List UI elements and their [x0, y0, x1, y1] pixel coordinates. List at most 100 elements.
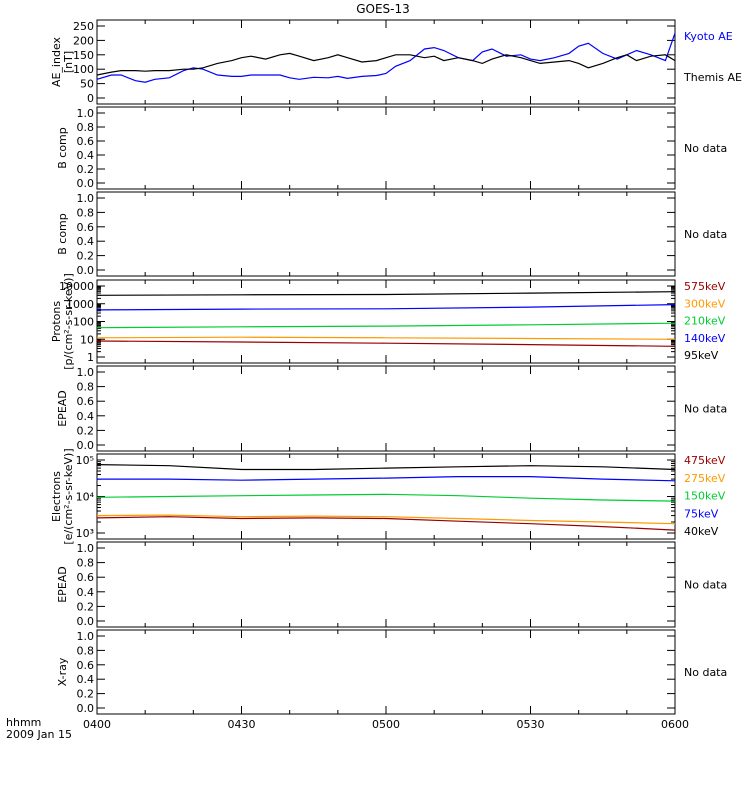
y-tick-label: 0.4: [77, 235, 95, 248]
y-tick-label: 0.4: [77, 673, 95, 686]
y-axis-label: [nT]: [62, 51, 75, 73]
y-axis-label: [e/(cm²-s-sr-keV)]: [62, 448, 75, 544]
y-tick-label: 10000: [59, 280, 94, 293]
no-data-label: No data: [684, 142, 727, 155]
series-line-275kev: [96, 514, 676, 525]
y-axis-label: Electrons: [50, 471, 63, 522]
series-line-kyoto-ae: [96, 33, 676, 83]
y-tick-label: 0.2: [77, 424, 95, 437]
y-tick-label: 0.2: [77, 163, 95, 176]
panel-frame: [96, 19, 676, 105]
legend-entry: 95keV: [684, 349, 719, 362]
y-tick-label: 100: [73, 63, 94, 76]
y-tick-label: 0.8: [77, 206, 95, 219]
y-tick-label: 0.8: [77, 644, 95, 657]
panel-frame: [96, 365, 676, 452]
panel-frame: [96, 106, 676, 190]
no-data-label: No data: [684, 579, 727, 592]
x-tick-label: 0600: [661, 718, 689, 731]
y-tick-label: 100: [73, 316, 94, 329]
y-tick-label: 150: [73, 49, 94, 62]
no-data-label: No data: [684, 666, 727, 679]
y-tick-label: 0.2: [77, 688, 95, 701]
panel-frame: [96, 629, 676, 715]
series-line-themis-ae: [96, 52, 676, 76]
footer-date: 2009 Jan 15: [6, 728, 72, 741]
series-line-300kev: [96, 336, 676, 340]
legend-entry: 575keV: [684, 280, 726, 293]
y-tick-label: 0.6: [77, 221, 95, 234]
y-axis-label: X-ray: [56, 657, 69, 686]
x-tick-label: 0530: [517, 718, 545, 731]
legend-entry: 475keV: [684, 454, 726, 467]
series-line-140kev: [96, 304, 676, 311]
panel-epead2: 0.0 0.20.4 0.60.8 1.0 EPEAD No data: [56, 541, 727, 628]
y-axis-label: B comp: [56, 213, 69, 255]
panel-xray: 0.00.2 0.40.6 0.81.0 X-ray No data: [56, 629, 727, 715]
y-axis-label: [p/(cm²-s-sr-keV)]: [62, 273, 75, 370]
y-tick-label: 0.4: [77, 586, 95, 599]
y-tick-label: 0.6: [77, 659, 95, 672]
y-tick-label: 1.0: [77, 542, 95, 555]
legend-entry: Kyoto AE: [684, 30, 733, 43]
panel-electrons: 10³ 10⁴ 10⁵ Electrons [e/(cm²-s-sr-keV)] 475k…: [50, 448, 726, 544]
y-axis-label: AE_index: [50, 36, 63, 87]
no-data-label: No data: [684, 228, 727, 241]
x-tick-label: 0400: [83, 718, 111, 731]
panel-frame: [96, 541, 676, 628]
y-tick-label: 0.2: [77, 600, 95, 613]
legend-entry: Themis AE: [683, 71, 742, 84]
y-tick-label: 200: [73, 34, 94, 47]
y-tick-label: 0.0: [77, 177, 95, 190]
series-line-95kev: [96, 291, 676, 296]
panel-b1: 0.00.20.40.60.81.0 B comp No data: [56, 106, 727, 190]
y-tick-label: 0.2: [77, 250, 95, 263]
no-data-label: No data: [684, 403, 727, 416]
y-axis-label: EPEAD: [56, 566, 69, 603]
chart-title: GOES-13: [356, 2, 410, 16]
y-tick-label: 0.8: [77, 381, 95, 394]
y-tick-label: 10: [80, 333, 94, 346]
panel-epead1: 0.0 0.20.4 0.60.8 1.0 EPEAD No data: [56, 365, 727, 452]
y-tick-label: 0.0: [77, 264, 95, 277]
panel-b2: 0.00.2 0.40.6 0.81.0 B comp No data: [56, 191, 727, 277]
legend-entry: 300keV: [684, 297, 726, 310]
legend-entry: 275keV: [684, 472, 726, 485]
series-line-75kev: [97, 476, 676, 482]
legend-entry: 150keV: [684, 490, 726, 503]
y-tick-label: 10⁵: [76, 454, 94, 467]
x-tick-label: 0430: [228, 718, 256, 731]
y-tick-label: 0.0: [77, 439, 95, 452]
y-axis-label: Protons: [50, 301, 63, 342]
y-tick-label: 1000: [66, 298, 94, 311]
y-tick-label: 50: [80, 78, 94, 91]
y-tick-label: 1.0: [77, 630, 95, 643]
footer-unit: hhmm: [6, 716, 41, 729]
y-tick-label: 0.8: [77, 557, 95, 570]
series-line-575kev: [96, 340, 676, 347]
y-tick-label: 0: [87, 92, 94, 105]
legend-entry: 40keV: [684, 525, 719, 538]
y-axis-label: B comp: [56, 127, 69, 169]
legend-entry: 140keV: [684, 332, 726, 345]
y-tick-label: 10⁴: [76, 491, 95, 504]
y-tick-label: 0.4: [77, 149, 95, 162]
y-tick-label: 10³: [76, 527, 94, 540]
y-tick-label: 0.8: [77, 121, 95, 134]
panel-frame: [96, 191, 676, 277]
y-tick-label: 1.0: [77, 366, 95, 379]
series-line-150kev: [96, 493, 676, 502]
y-tick-label: 250: [73, 20, 94, 33]
y-axis-label: EPEAD: [56, 390, 69, 427]
y-tick-label: 0.0: [77, 702, 95, 715]
x-tick-label: 0500: [372, 718, 400, 731]
y-tick-label: 1: [87, 351, 94, 364]
panel-protons: 1 10 100 1000 10000 Protons [p/(cm²-s-sr-keV)]…: [50, 273, 726, 370]
y-tick-label: 1.0: [77, 107, 95, 120]
series-line-210kev: [96, 322, 676, 329]
y-tick-label: 0.6: [77, 395, 95, 408]
y-tick-label: 0.4: [77, 410, 95, 423]
y-tick-label: 0.0: [77, 615, 95, 628]
